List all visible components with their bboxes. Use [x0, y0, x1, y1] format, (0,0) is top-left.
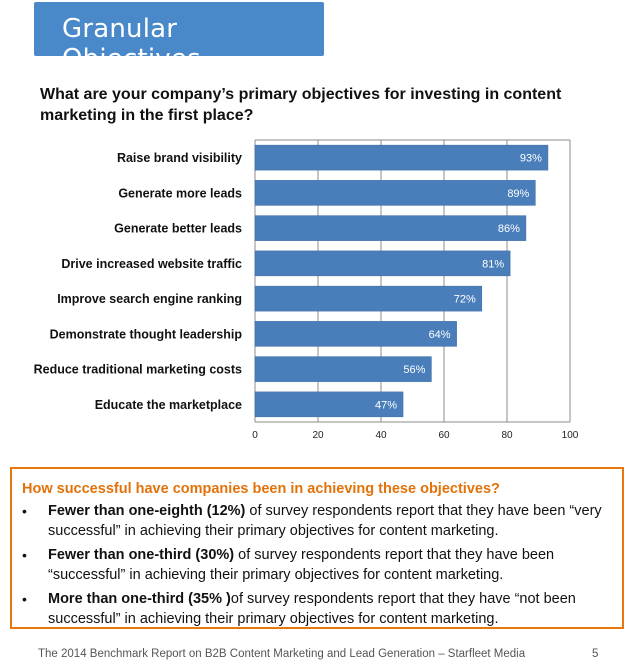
category-label: Generate better leads — [114, 222, 242, 236]
category-label: Demonstrate thought leadership — [50, 327, 243, 341]
x-tick-label: 0 — [252, 430, 258, 441]
bar — [254, 215, 527, 241]
callout-list: • Fewer than one-eighth (12%) of survey … — [12, 501, 618, 633]
callout-item-bold: Fewer than one-third (30%) — [48, 547, 235, 563]
callout-item-bold: Fewer than one-eighth (12%) — [48, 503, 246, 519]
data-label: 89% — [507, 188, 529, 200]
footer-text: The 2014 Benchmark Report on B2B Content… — [38, 648, 526, 660]
category-label: Generate more leads — [118, 186, 242, 200]
data-label: 64% — [429, 329, 451, 341]
x-tick-label: 60 — [438, 430, 450, 441]
results-callout: How successful have companies been in ac… — [10, 467, 624, 629]
x-tick-label: 40 — [375, 430, 387, 441]
bar — [254, 356, 432, 382]
category-label: Educate the marketplace — [95, 398, 242, 412]
chart-question: What are your company’s primary objectiv… — [40, 86, 562, 124]
x-tick-label: 100 — [562, 430, 579, 441]
bar — [254, 285, 483, 312]
data-label: 86% — [498, 223, 520, 235]
callout-item-text: of survey respondents report that they h… — [48, 591, 576, 627]
bar — [254, 250, 511, 277]
title-banner: Granular Objectives — [34, 2, 324, 74]
callout-item: • Fewer than one-eighth (12%) of survey … — [12, 501, 618, 541]
bar — [254, 321, 457, 347]
data-label: 47% — [375, 399, 397, 411]
x-tick-label: 80 — [501, 430, 513, 441]
x-tick-label: 20 — [312, 430, 324, 441]
category-label: Raise brand visibility — [117, 151, 242, 165]
data-label: 81% — [482, 258, 504, 270]
category-label: Reduce traditional marketing costs — [34, 363, 242, 377]
callout-item-bold: More than one-third (35% ) — [48, 591, 231, 607]
callout-item: • More than one-third (35% )of survey re… — [12, 589, 618, 629]
callout-item-text: of survey respondents report that they h… — [48, 547, 555, 583]
bar — [254, 391, 404, 418]
callout-item-text: of survey respondents report that they h… — [48, 503, 602, 539]
callout-heading: How successful have companies been in ac… — [22, 481, 500, 497]
bar — [254, 144, 549, 171]
data-label: 56% — [403, 364, 425, 376]
bullet-icon: • — [22, 547, 27, 563]
category-label: Drive increased website traffic — [61, 257, 242, 271]
category-label: Improve search engine ranking — [57, 292, 242, 306]
page-number: 5 — [592, 648, 599, 660]
page-title: Granular Objectives — [62, 14, 201, 74]
bullet-icon: • — [22, 503, 27, 519]
bar — [254, 180, 536, 206]
data-label: 72% — [454, 294, 476, 306]
data-label: 93% — [520, 153, 542, 165]
callout-item: • Fewer than one-third (30%) of survey r… — [12, 545, 618, 585]
bar-chart: 0 20 40 60 80 100 93% Raise brand visibility 89%… — [34, 139, 579, 441]
bullet-icon: • — [22, 591, 27, 607]
